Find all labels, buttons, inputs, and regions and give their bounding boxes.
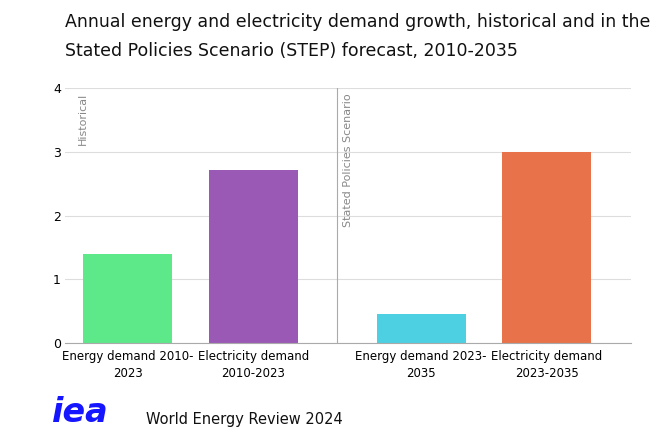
Text: World Energy Review 2024: World Energy Review 2024 [146, 412, 343, 427]
Bar [209, 170, 298, 343]
Text: iea: iea [52, 396, 109, 429]
Text: Annual energy and electricity demand growth, historical and in the: Annual energy and electricity demand gro… [65, 13, 650, 31]
Bar [376, 315, 465, 343]
Text: Stated Policies Scenario (STEP) forecast, 2010-2035: Stated Policies Scenario (STEP) forecast… [65, 42, 518, 60]
Bar [83, 254, 172, 343]
Bar [502, 152, 592, 343]
Text: Stated Policies Scenario: Stated Policies Scenario [343, 93, 352, 227]
Text: Historical: Historical [77, 93, 88, 145]
